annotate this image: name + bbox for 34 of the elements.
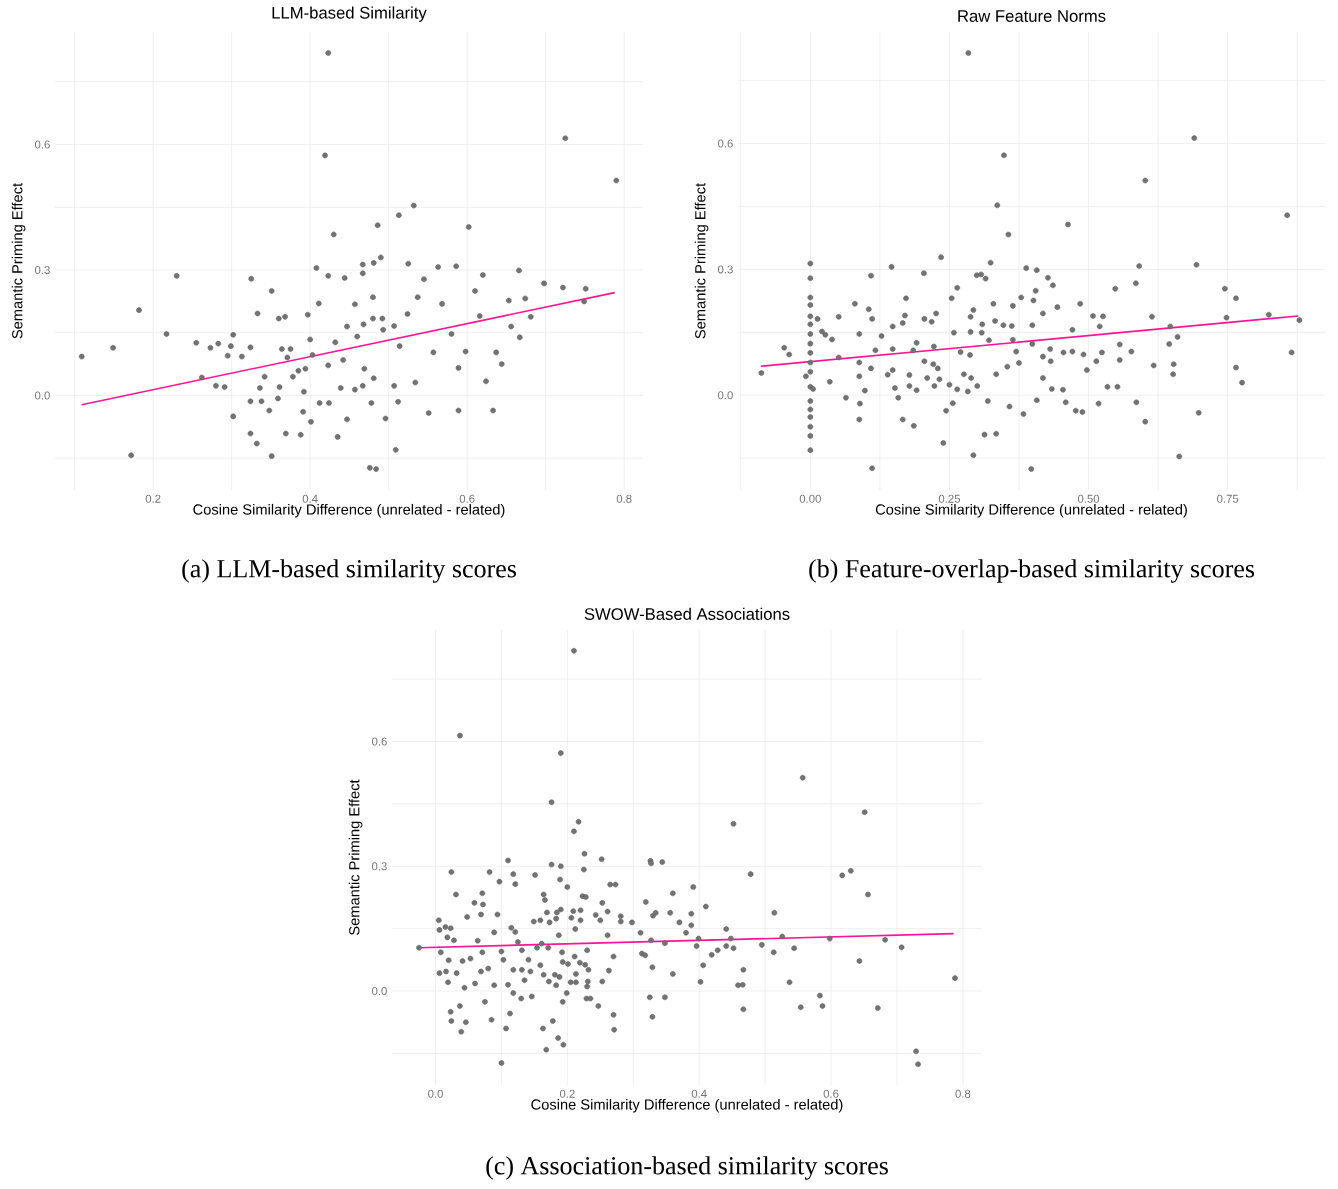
x-axis-title: Cosine Similarity Difference (unrelated - related)	[531, 1098, 843, 1113]
y-tick-label: 0.6	[371, 737, 387, 746]
text: (a) LLM-based similarity scores	[182, 559, 516, 583]
text: (b) Feature-overlap-based similarity scores	[809, 559, 1255, 583]
x-axis-title: Cosine Similarity Difference (unrelated - related)	[193, 503, 505, 518]
y-axis-title: Semantic Priming Effect	[348, 779, 363, 935]
chart-title: LLM-based Similarity	[272, 6, 427, 22]
x-axis-title: Cosine Similarity Difference (unrelated - related)	[875, 503, 1187, 518]
x-tick-label: 0.00	[799, 494, 821, 503]
y-tick-label: 0.6	[34, 140, 50, 149]
x-tick-label: 0.25	[938, 494, 960, 503]
x-tick-label: 0.4	[691, 1089, 707, 1098]
x-tick-label: 0.6	[823, 1089, 839, 1098]
y-axis-title: Semantic Priming Effect	[11, 183, 26, 339]
x-tick-label: 0.6	[459, 494, 475, 503]
text: (c) Association-based similarity scores	[486, 1156, 888, 1180]
y-tick-label: 0.6	[717, 139, 733, 148]
x-tick-label: 0.2	[145, 494, 161, 503]
y-tick-label: 0.0	[34, 391, 50, 400]
chart-title: Raw Feature Norms	[958, 10, 1106, 22]
x-tick-label: 0.75	[1217, 494, 1239, 503]
x-tick-label: 0.8	[616, 494, 632, 503]
y-tick-label: 0.3	[717, 265, 733, 274]
chart-title: SWOW-Based Associations	[584, 607, 790, 620]
x-tick-label: 0.8	[955, 1089, 971, 1098]
x-tick-label: 0.4	[302, 494, 318, 503]
y-tick-label: 0.0	[717, 391, 733, 400]
x-tick-label: 0.2	[559, 1089, 575, 1098]
y-tick-label: 0.0	[371, 987, 387, 996]
y-tick-label: 0.3	[371, 862, 387, 871]
x-tick-label: 0.50	[1077, 494, 1100, 503]
y-axis-title: Semantic Priming Effect	[694, 183, 709, 339]
y-tick-label: 0.3	[34, 266, 50, 275]
x-tick-label: 0.0	[428, 1089, 443, 1098]
